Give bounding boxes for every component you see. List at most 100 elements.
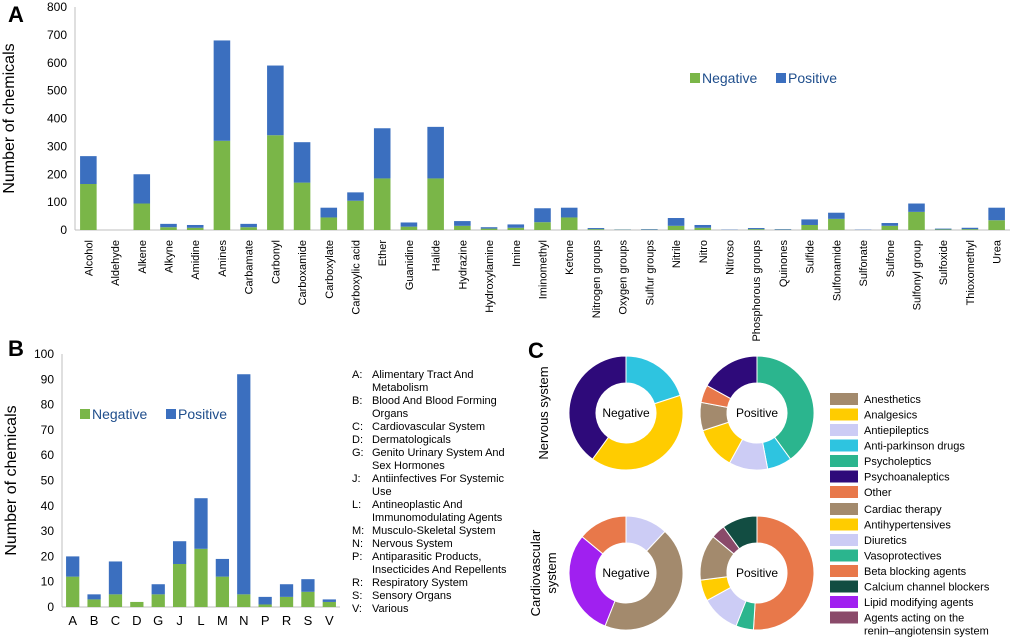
x-category-label: Thioxomethyl — [965, 240, 977, 305]
legend-label: Antiepileptics — [864, 425, 929, 437]
donut-center-label: Positive — [736, 406, 778, 420]
panel-letter-b: B — [8, 336, 24, 361]
legend-swatch — [830, 440, 858, 452]
x-category-label: Alkyne — [164, 240, 176, 273]
bar-positive — [240, 224, 257, 227]
x-category-label: Nitroso — [725, 240, 737, 275]
legend-label: Anesthetics — [864, 394, 921, 406]
bar-negative — [508, 228, 525, 230]
legend-swatch — [830, 455, 858, 467]
bar-negative — [321, 217, 338, 230]
atc-name-cont: Organs — [372, 408, 409, 420]
legend-label-negative: Negative — [702, 70, 757, 86]
bar-positive — [237, 374, 250, 594]
legend-label-positive: Positive — [178, 406, 227, 422]
legend-label: Anti-parkinson drugs — [864, 441, 965, 453]
row-label-cont: system — [544, 552, 559, 593]
y-tick-label: 0 — [47, 600, 54, 614]
atc-name-cont: Metabolism — [372, 382, 428, 394]
legend-swatch — [830, 486, 858, 498]
atc-name: Antiparasitic Products, — [372, 551, 481, 563]
bar-positive — [588, 228, 605, 229]
y-axis-title: Number of chemicals — [3, 405, 20, 555]
bar-negative — [130, 602, 143, 607]
y-tick-label: 0 — [60, 223, 67, 237]
bar-negative — [561, 217, 578, 230]
bar-positive — [908, 204, 925, 212]
y-tick-label: 30 — [41, 524, 55, 538]
bar-positive — [80, 156, 97, 184]
bar-positive — [321, 208, 338, 218]
x-category-label: Alkene — [137, 240, 149, 274]
legend-swatch — [830, 409, 858, 421]
atc-name-cont: Use — [372, 486, 392, 498]
x-category-label: Sulfonate — [858, 240, 870, 286]
row-label: Nervous system — [536, 366, 551, 459]
x-category-label: Hydrazine — [457, 240, 469, 290]
x-category-label: S — [304, 613, 313, 628]
bar-positive — [214, 40, 231, 140]
bar-positive — [301, 579, 314, 592]
bar-negative — [280, 597, 293, 607]
atc-code: J: — [352, 473, 361, 485]
x-category-label: R — [282, 613, 291, 628]
atc-name: Antineoplastic And — [372, 499, 463, 511]
row-label: Cardiovascular — [528, 529, 543, 616]
bar-negative — [134, 204, 151, 230]
atc-name: Respiratory System — [372, 577, 468, 589]
y-tick-label: 500 — [47, 84, 67, 98]
legend-label-cont: renin–angiotensin system — [864, 626, 989, 638]
x-category-label: Quinones — [778, 240, 790, 288]
atc-name: Genito Urinary System And — [372, 447, 505, 459]
x-category-label: Urea — [992, 239, 1004, 264]
bar-negative — [173, 564, 186, 607]
bar-positive — [882, 223, 899, 226]
x-category-label: Ether — [377, 240, 389, 267]
y-tick-label: 100 — [47, 195, 67, 209]
legend-swatch — [830, 534, 858, 546]
atc-code: V: — [352, 603, 362, 615]
y-tick-label: 600 — [47, 56, 67, 70]
legend-label: Psychoanaleptics — [864, 472, 950, 484]
bar-positive — [401, 222, 418, 226]
legend-label: Psycholeptics — [864, 456, 932, 468]
x-category-label: Guanidine — [404, 240, 416, 290]
y-tick-label: 20 — [41, 549, 55, 563]
bar-negative — [962, 229, 979, 230]
bar-negative — [748, 229, 765, 230]
atc-code: R: — [352, 577, 363, 589]
bar-negative — [240, 227, 257, 230]
legend-label: Agents acting on the — [864, 613, 964, 625]
x-category-label: Halide — [431, 240, 443, 271]
atc-name: Antiinfectives For Systemic — [372, 473, 505, 485]
y-tick-label: 50 — [41, 474, 55, 488]
legend-swatch — [830, 581, 858, 593]
x-category-label: Sulfoxide — [938, 240, 950, 285]
atc-code: C: — [352, 421, 363, 433]
y-tick-label: 800 — [47, 0, 67, 14]
x-category-label: G — [153, 613, 163, 628]
legend-label: Lipid modifying agents — [864, 597, 974, 609]
x-category-label: Nitrogen groups — [591, 240, 603, 319]
bar-negative — [237, 594, 250, 607]
x-category-label: Phosphorous groups — [751, 240, 763, 342]
x-category-label: Carboxamide — [297, 240, 309, 305]
bar-positive — [534, 208, 551, 222]
y-tick-label: 400 — [47, 112, 67, 126]
bar-negative — [534, 222, 551, 230]
legend-swatch-negative — [690, 73, 700, 83]
x-category-label: Nitro — [698, 240, 710, 263]
donut-center-label: Negative — [602, 406, 650, 420]
legend-swatch — [830, 612, 858, 624]
bar-positive — [801, 219, 818, 225]
legend-label: Beta blocking agents — [864, 566, 967, 578]
bar-positive — [216, 559, 229, 577]
bar-negative — [294, 183, 311, 230]
legend-label: Other — [864, 487, 892, 499]
legend-swatch — [830, 565, 858, 577]
bar-positive — [828, 213, 845, 219]
legend-swatch — [830, 393, 858, 405]
bar-positive — [152, 584, 165, 594]
bar-positive — [374, 128, 391, 178]
